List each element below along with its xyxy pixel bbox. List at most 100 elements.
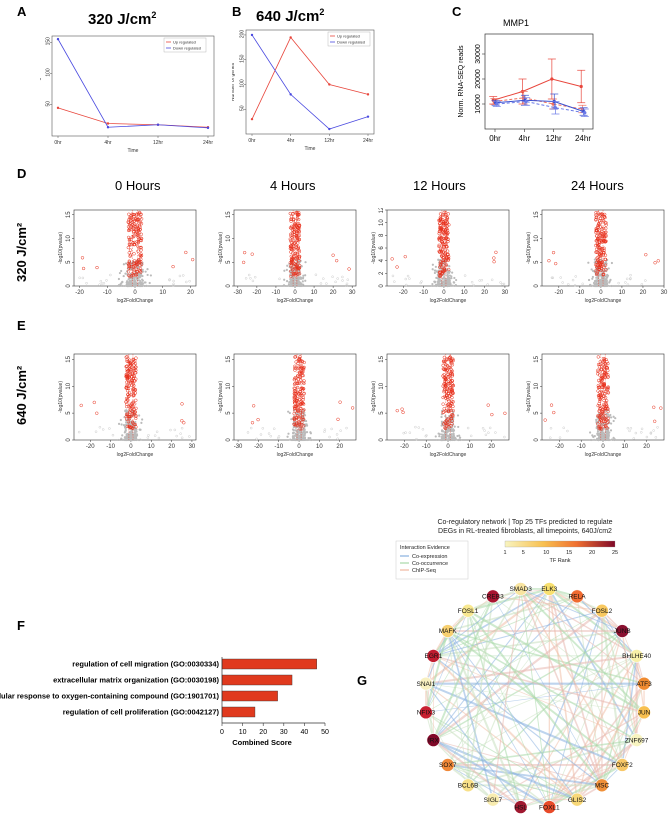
volcano-point-sig — [125, 404, 129, 409]
volcano-point-sig — [299, 371, 304, 375]
volcano-point-ns — [303, 414, 307, 417]
volcano-point-sig — [292, 422, 296, 426]
volcano-point-outer — [649, 431, 653, 434]
series-line — [57, 38, 209, 129]
hours-label-0: 0 Hours — [115, 178, 161, 193]
tf-node-label: CREB3 — [482, 594, 504, 601]
x-tick-label: -20 — [399, 290, 408, 296]
volcano-point-sig — [439, 250, 444, 254]
panel-b-chart: 0hr 4hr 12hr 24hr 50 100 150 200 Time Number of g… — [232, 30, 375, 152]
volcano-point-ns — [144, 270, 147, 273]
volcano-point-outlier — [492, 256, 496, 260]
network-edge — [424, 630, 449, 713]
volcano-point-sig — [292, 247, 296, 251]
volcano-point-sig — [136, 212, 141, 216]
volcano-point-ns — [598, 284, 601, 287]
volcano-point-ns — [609, 429, 613, 432]
volcano-point-sig — [301, 395, 306, 400]
network-edge — [425, 596, 494, 713]
volcano-point-sig — [444, 231, 448, 235]
volcano-point-sig — [596, 422, 600, 426]
volcano-point-ns — [130, 284, 133, 288]
x-tick-label: -10 — [577, 444, 586, 450]
volcano-point-ns — [604, 280, 607, 284]
volcano-point-ns — [448, 281, 451, 284]
x-tick-label: -10 — [422, 444, 431, 450]
y-tick-label: 0 — [534, 438, 540, 442]
data-point — [366, 93, 370, 96]
volcano-point-outer — [566, 429, 569, 433]
volcano-d-12: -20 -10 0 10 20 30 0 2 4 6 8 10 12 log2FoldChange -log… — [371, 208, 510, 304]
volcano-point-ns — [456, 434, 459, 438]
volcano-point-sig — [604, 223, 608, 227]
volcano-point-ns — [446, 284, 449, 288]
volcano-point-sig — [291, 238, 296, 243]
panel-d-letter: D — [17, 166, 27, 181]
volcano-point-outlier — [403, 255, 407, 259]
network-edge — [467, 596, 494, 786]
tf-node — [629, 649, 644, 663]
bar — [221, 690, 278, 702]
x-tick-label: 20 — [187, 290, 194, 296]
volcano-point-ns — [303, 434, 306, 437]
volcano-point-sig — [447, 377, 451, 382]
legend-label: Down regulated — [337, 40, 365, 45]
y-tick-label: 5 — [226, 411, 232, 415]
volcano-point-ns — [442, 438, 445, 442]
x-tick-label: -20 — [400, 444, 409, 450]
volcano-point-sig — [289, 274, 293, 279]
volcano-point-ns — [608, 438, 611, 442]
volcano-point-sig — [126, 392, 130, 397]
volcano-point-ns — [297, 276, 300, 279]
x-tick-label: 20 — [330, 290, 337, 296]
volcano-point-outer — [188, 435, 191, 438]
volcano-point-sig — [605, 426, 609, 430]
volcano-point-ns — [120, 423, 123, 426]
volcano-point-sig — [292, 417, 296, 421]
volcano-point-sig — [124, 372, 128, 377]
tf-node-label: MSC — [595, 782, 610, 789]
volcano-point-sig — [598, 385, 602, 389]
volcano-point-sig — [126, 420, 131, 424]
volcano-point-sig — [443, 269, 447, 273]
x-tick-label: -20 — [86, 444, 95, 450]
volcano-point-sig — [604, 226, 608, 230]
volcano-point-ns — [139, 275, 142, 278]
volcano-point-sig — [599, 412, 603, 417]
volcano-point-ns — [592, 269, 595, 273]
volcano-point-sig — [134, 425, 138, 429]
x-axis-label: log2FoldChange — [117, 298, 154, 304]
volcano-point-sig — [128, 370, 132, 374]
y-tick-label: 5 — [226, 260, 232, 264]
volcano-point-outer — [654, 436, 658, 439]
volcano-point-sig — [126, 235, 131, 240]
volcano-point-sig — [126, 270, 131, 274]
volcano-point-ns — [305, 431, 309, 434]
volcano-point-ns — [591, 434, 594, 437]
volcano-point-sig — [292, 230, 296, 235]
volcano-point-outer — [469, 434, 473, 438]
volcano-point-sig — [298, 254, 302, 259]
volcano-point-ns — [448, 284, 451, 287]
x-tick-label: 4hr — [287, 138, 295, 144]
legend-box — [327, 31, 371, 47]
colorbar-tick-label: 1 — [503, 550, 506, 556]
volcano-point-sig — [133, 264, 138, 268]
volcano-point-outer — [656, 426, 659, 429]
volcano-point-outlier — [554, 261, 558, 266]
volcano-point-sig — [125, 380, 129, 384]
volcano-point-sig — [447, 399, 451, 403]
volcano-point-sig — [297, 256, 302, 260]
volcano-point-ns — [590, 268, 593, 271]
y-tick-label: 200 — [240, 30, 246, 39]
x-tick-label: -20 — [75, 290, 84, 296]
volcano-point-ns — [606, 276, 609, 279]
volcano-point-sig — [598, 221, 603, 225]
x-tick-label: 10 — [619, 290, 626, 296]
volcano-point-outer — [487, 431, 490, 434]
volcano-point-sig — [294, 391, 298, 396]
data-point — [250, 33, 254, 37]
x-tick-label: 20 — [640, 290, 647, 296]
volcano-point-outlier — [250, 421, 255, 425]
volcano-point-outer — [251, 279, 255, 283]
